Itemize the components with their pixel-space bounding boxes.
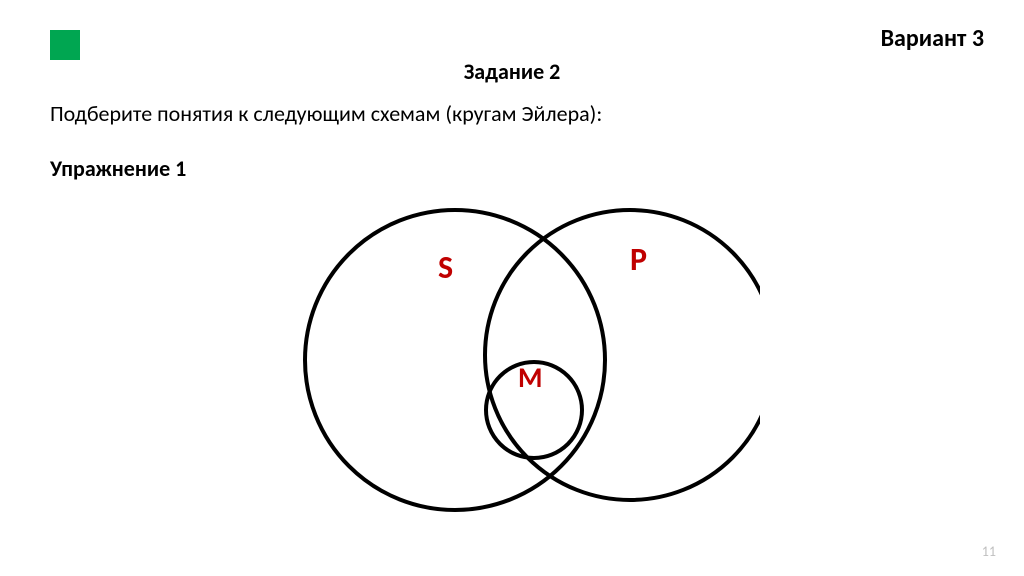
instruction-text: Подберите понятия к следующим схемам (кр…: [50, 100, 602, 127]
circle-label-s: S: [438, 248, 453, 287]
variant-label: Вариант 3: [881, 24, 984, 53]
exercise-label: Упражнение 1: [50, 155, 186, 182]
decorative-square: [50, 30, 80, 60]
circle-label-m: M: [518, 360, 542, 395]
page-number: 11: [982, 543, 996, 560]
task-label: Задание 2: [0, 58, 1024, 85]
euler-diagram: S P M: [300, 180, 760, 540]
circle-label-p: P: [630, 240, 647, 279]
circle-s: [305, 210, 605, 510]
